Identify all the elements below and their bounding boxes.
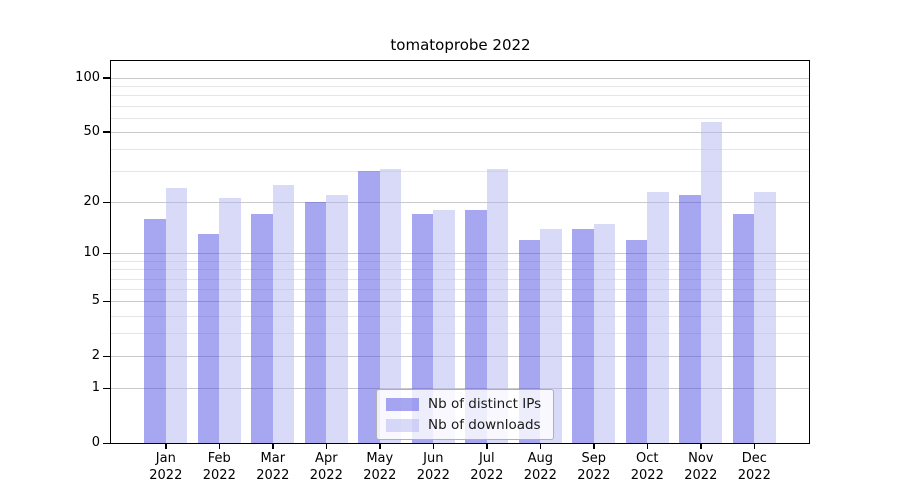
bar-downloads (326, 194, 348, 443)
x-tick-label: Aug 2022 (523, 451, 557, 483)
x-tick-mark (700, 444, 702, 449)
x-tick-label: Apr 2022 (309, 451, 343, 483)
y-tick-label: 0 (91, 435, 100, 450)
y-tick-mark (103, 201, 110, 204)
y-tick-label: 20 (83, 194, 100, 210)
bar-distinct-ips (572, 228, 594, 443)
minor-gridline (111, 86, 809, 88)
y-tick-mark (103, 77, 110, 79)
bar-downloads (165, 188, 188, 443)
legend-label-downloads: Nb of downloads (428, 417, 541, 433)
legend: Nb of distinct IPs Nb of downloads (376, 389, 555, 440)
y-tick-label: 5 (91, 293, 100, 309)
bar-downloads (379, 168, 402, 443)
bar-downloads (593, 223, 616, 443)
bar-downloads (700, 121, 723, 443)
y-tick-label: 10 (83, 245, 100, 261)
bar-distinct-ips (625, 240, 648, 443)
x-tick-label: Jan 2022 (149, 451, 183, 483)
x-tick-label: Nov 2022 (684, 451, 718, 483)
y-tick-mark (103, 131, 110, 133)
major-gridline (111, 388, 809, 390)
y-tick-mark (103, 442, 110, 444)
legend-swatch-distinct-ips (386, 397, 419, 411)
bar-distinct-ips (679, 194, 701, 443)
major-gridline (111, 253, 809, 255)
minor-gridline (111, 95, 809, 97)
major-gridline (111, 131, 809, 133)
x-tick-label: May 2022 (363, 451, 397, 483)
y-tick-mark (103, 355, 110, 358)
x-tick-label: Feb 2022 (202, 451, 236, 483)
x-tick-mark (325, 444, 328, 449)
x-tick-mark (539, 444, 542, 449)
bar-distinct-ips (251, 214, 273, 443)
bar-distinct-ips (465, 210, 487, 443)
legend-swatch-downloads (386, 418, 419, 432)
x-tick-mark (432, 444, 435, 449)
x-tick-label: Oct 2022 (630, 451, 664, 483)
x-tick-mark (753, 444, 756, 449)
bar-distinct-ips (304, 202, 327, 443)
minor-gridline (111, 117, 809, 119)
y-tick-label: 50 (83, 123, 100, 139)
x-tick-mark (218, 444, 221, 449)
bar-downloads (486, 168, 509, 443)
minor-gridline (111, 171, 809, 173)
minor-gridline (111, 333, 809, 335)
minor-gridline (111, 105, 809, 107)
x-tick-mark (165, 444, 167, 449)
bar-downloads (219, 198, 241, 443)
major-gridline (111, 301, 809, 303)
bar-distinct-ips (197, 234, 220, 443)
major-gridline (111, 77, 809, 79)
bar-distinct-ips (411, 214, 434, 443)
legend-item-distinct-ips: Nb of distinct IPs (386, 396, 541, 412)
y-tick-label: 100 (75, 69, 100, 85)
minor-gridline (111, 149, 809, 151)
x-tick-mark (486, 444, 488, 449)
minor-gridline (111, 260, 809, 262)
x-tick-label: Jun 2022 (416, 451, 450, 483)
x-tick-mark (272, 444, 274, 449)
bar-distinct-ips (358, 171, 380, 443)
major-gridline (111, 356, 809, 358)
chart-title: tomatoprobe 2022 (390, 36, 531, 54)
legend-label-distinct-ips: Nb of distinct IPs (428, 396, 542, 412)
major-gridline (111, 202, 809, 204)
x-tick-label: Dec 2022 (737, 451, 771, 483)
bar-downloads (433, 210, 455, 443)
plot-area (110, 60, 810, 444)
x-tick-mark (593, 444, 595, 449)
legend-item-downloads: Nb of downloads (386, 417, 541, 433)
x-tick-label: Mar 2022 (256, 451, 290, 483)
y-tick-mark (103, 300, 110, 303)
x-tick-label: Sep 2022 (577, 451, 611, 483)
y-tick-label: 1 (91, 380, 100, 396)
y-tick-mark (103, 252, 110, 255)
minor-gridline (111, 278, 809, 280)
x-tick-mark (646, 444, 649, 449)
bar-downloads (754, 191, 776, 443)
minor-gridline (111, 289, 809, 290)
bar-downloads (647, 191, 669, 443)
minor-gridline (111, 269, 809, 271)
y-tick-mark (103, 387, 110, 390)
bar-distinct-ips (144, 218, 166, 443)
bar-downloads (272, 185, 295, 443)
minor-gridline (111, 315, 809, 317)
y-tick-label: 2 (91, 348, 100, 364)
x-tick-mark (379, 444, 381, 449)
bar-distinct-ips (732, 214, 755, 443)
x-tick-label: Jul 2022 (470, 451, 504, 483)
